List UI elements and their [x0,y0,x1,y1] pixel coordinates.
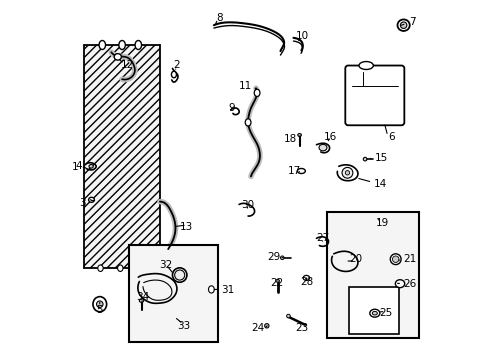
Text: 22: 22 [270,278,283,288]
Text: 34: 34 [136,292,149,302]
Ellipse shape [275,279,279,282]
Bar [128,245,218,342]
Text: 9: 9 [228,103,234,113]
Text: 1: 1 [71,162,78,172]
Ellipse shape [297,168,305,174]
Ellipse shape [342,167,352,178]
Text: 14: 14 [373,179,386,189]
Text: 2: 2 [172,60,179,70]
Ellipse shape [394,280,404,288]
Text: 25: 25 [378,308,391,318]
Text: 4: 4 [75,161,81,171]
Text: 29: 29 [267,252,280,262]
Text: 17: 17 [287,166,301,176]
Ellipse shape [280,256,284,260]
Ellipse shape [244,119,250,126]
Text: 33: 33 [176,321,189,331]
Ellipse shape [114,54,121,60]
Text: 11: 11 [238,81,251,91]
Ellipse shape [358,62,373,69]
Ellipse shape [88,197,94,202]
Ellipse shape [96,301,103,307]
Ellipse shape [139,299,143,302]
Ellipse shape [397,19,409,31]
Text: 28: 28 [299,276,312,287]
Text: 23: 23 [295,323,308,333]
Text: 30: 30 [241,200,254,210]
Ellipse shape [318,144,326,151]
Text: 3: 3 [79,198,85,208]
Text: 13: 13 [180,222,193,232]
Ellipse shape [286,314,289,318]
Text: 8: 8 [216,13,222,23]
Text: 21: 21 [402,254,415,264]
Text: 24: 24 [251,323,264,333]
Bar [348,287,399,334]
Ellipse shape [254,89,260,96]
Text: 20: 20 [348,254,361,264]
Ellipse shape [98,265,103,271]
Ellipse shape [345,171,349,175]
Text: 16: 16 [324,132,337,142]
Ellipse shape [392,256,398,262]
Ellipse shape [369,309,379,317]
Text: 19: 19 [375,218,388,228]
Text: 5: 5 [96,305,103,315]
Ellipse shape [134,265,139,271]
Text: 12: 12 [121,60,134,70]
Text: 18: 18 [283,134,296,144]
Ellipse shape [99,40,105,49]
Text: 6: 6 [387,132,394,142]
Ellipse shape [172,268,186,282]
Text: 31: 31 [221,285,234,295]
Ellipse shape [303,275,309,280]
Text: 7: 7 [408,17,415,27]
Ellipse shape [363,157,366,161]
Ellipse shape [208,286,214,293]
Ellipse shape [135,40,141,49]
Ellipse shape [150,265,155,271]
Ellipse shape [371,311,377,315]
Ellipse shape [297,134,301,136]
Ellipse shape [174,270,184,280]
Text: 10: 10 [295,31,308,41]
Ellipse shape [89,165,93,168]
Text: 26: 26 [402,279,415,289]
Bar [326,212,419,338]
Text: 32: 32 [159,260,172,270]
Text: 15: 15 [374,153,387,163]
Ellipse shape [93,297,106,312]
Ellipse shape [117,265,123,271]
FancyBboxPatch shape [345,66,404,125]
Bar [84,45,160,268]
Text: 27: 27 [316,233,329,243]
Ellipse shape [389,254,400,265]
Ellipse shape [171,71,176,78]
Ellipse shape [119,40,125,49]
Ellipse shape [400,22,406,28]
Ellipse shape [264,324,268,328]
